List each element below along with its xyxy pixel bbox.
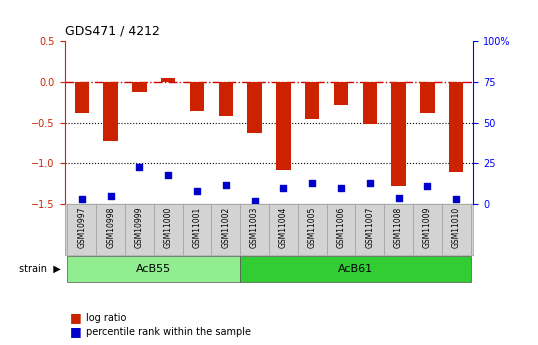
Bar [161,78,175,82]
Text: GSM11002: GSM11002 [221,207,230,248]
Bar [132,82,147,92]
Bar [334,82,348,105]
Text: GSM11003: GSM11003 [250,207,259,248]
Text: GSM10999: GSM10999 [135,207,144,248]
Point [423,184,431,189]
Text: percentile rank within the sample: percentile rank within the sample [86,327,251,337]
Bar [449,82,463,171]
FancyBboxPatch shape [67,256,240,282]
Text: GSM11007: GSM11007 [365,207,374,248]
Text: GSM10997: GSM10997 [77,207,86,248]
Point [193,188,201,194]
Point [394,195,403,200]
Text: GSM11008: GSM11008 [394,207,403,248]
Text: AcB61: AcB61 [338,264,373,274]
Point [365,180,374,186]
Point [164,172,173,178]
Text: ■: ■ [70,311,82,324]
Bar [103,82,118,141]
Text: strain  ▶: strain ▶ [19,264,60,274]
Point [77,196,86,202]
FancyBboxPatch shape [240,256,471,282]
Text: log ratio: log ratio [86,313,126,323]
Bar [247,82,262,133]
Text: GSM11001: GSM11001 [193,207,202,248]
Point [452,196,461,202]
Text: GSM11004: GSM11004 [279,207,288,248]
Bar [391,82,406,186]
Bar [218,82,233,116]
Text: AcB55: AcB55 [136,264,172,274]
Text: GSM10998: GSM10998 [106,207,115,248]
Text: ■: ■ [70,325,82,338]
Text: GSM11005: GSM11005 [308,207,317,248]
Bar [420,82,435,113]
Bar [305,82,320,119]
Point [250,198,259,204]
Text: GSM11006: GSM11006 [336,207,345,248]
Point [107,193,115,199]
Bar [363,82,377,125]
Text: GDS471 / 4212: GDS471 / 4212 [65,24,159,38]
Point [135,164,144,169]
Text: GSM11009: GSM11009 [423,207,432,248]
Text: GSM11010: GSM11010 [452,207,461,248]
Point [337,185,345,190]
Text: GSM11000: GSM11000 [164,207,173,248]
Point [308,180,316,186]
Bar [75,82,89,113]
Bar [276,82,291,170]
Bar [190,82,204,110]
Point [222,182,230,187]
Point [279,185,288,190]
